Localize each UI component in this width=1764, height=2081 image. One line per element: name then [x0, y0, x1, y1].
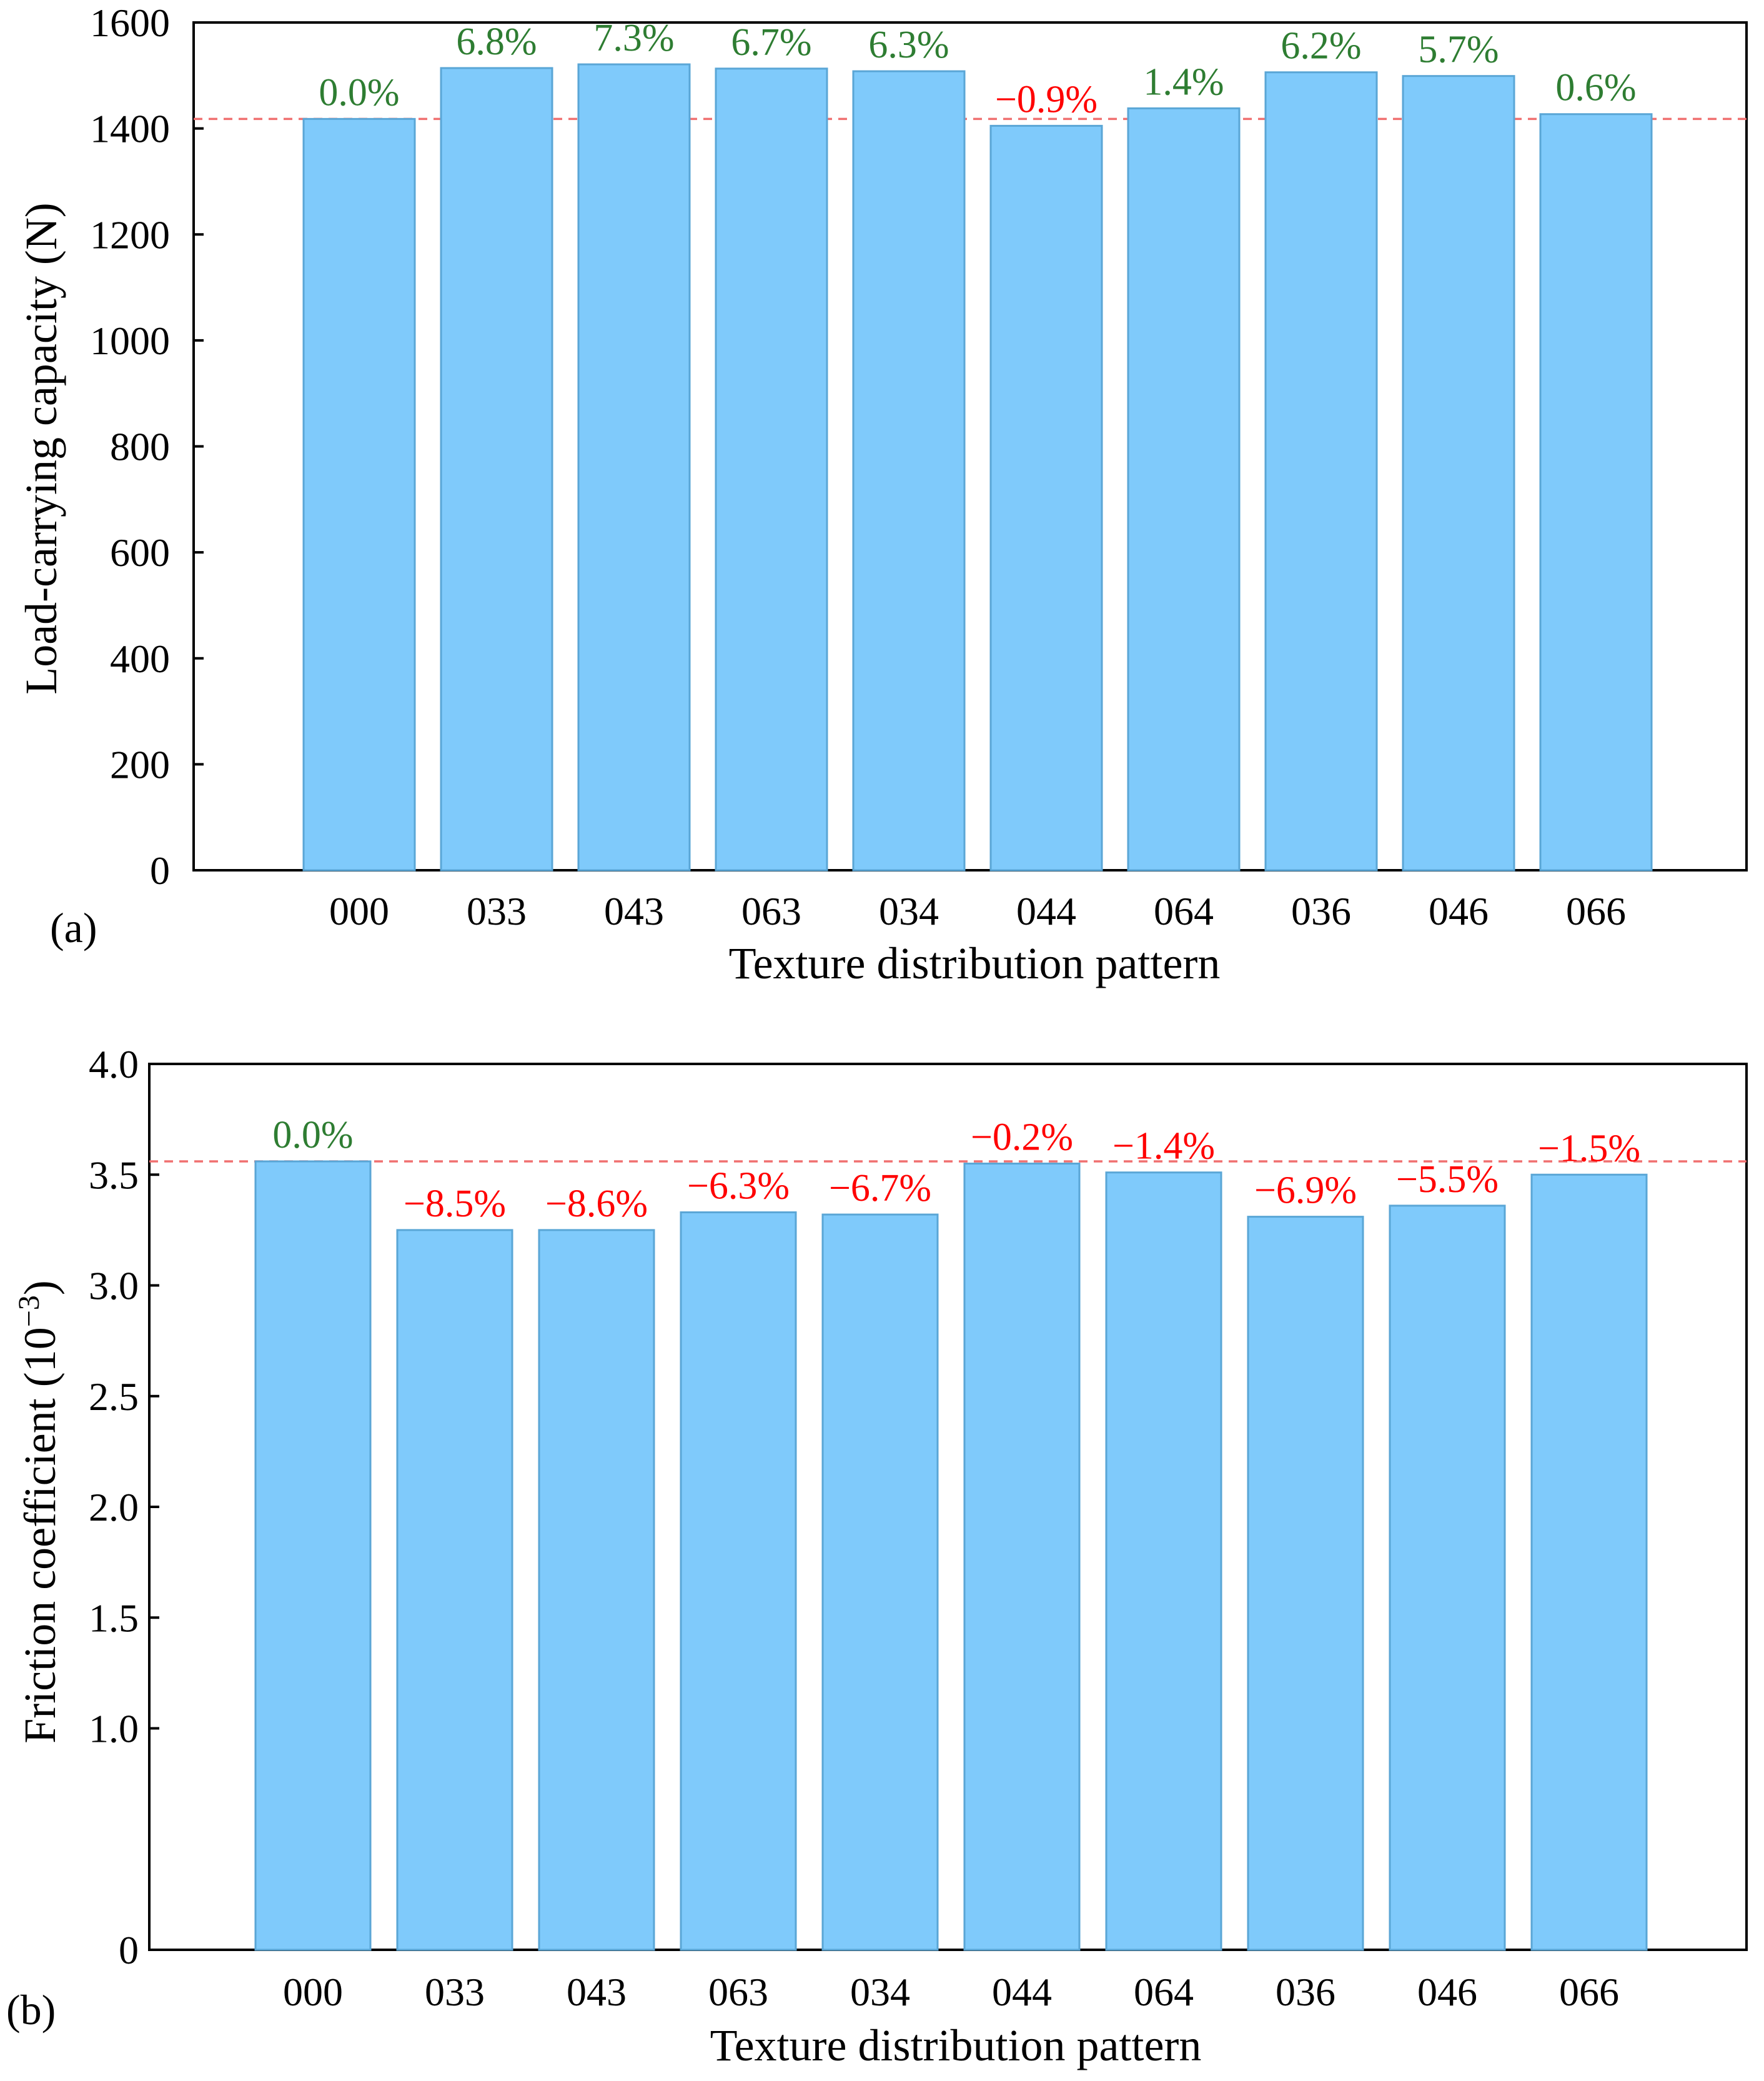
panel-label-a: (a)	[50, 904, 97, 951]
data-label: 7.3%	[593, 17, 674, 59]
x-tick-labels-a: 000 033 043 063 034 044 064 036 046 066	[329, 889, 1626, 933]
data-label: 0.0%	[319, 71, 399, 114]
data-label: 6.7%	[731, 21, 811, 64]
x-axis-title-b: Texture distribution pattern	[710, 2020, 1202, 2070]
y-tick-label: 400	[110, 637, 170, 681]
x-tick-label: 033	[425, 1970, 485, 2014]
x-tick-label: 064	[1154, 889, 1214, 933]
x-tick-label: 043	[567, 1970, 627, 2014]
y-tick-label: 1600	[90, 1, 170, 45]
y-tick-label: 0	[150, 848, 170, 893]
y-tick-label: 200	[110, 742, 170, 787]
y-axis-title-b-main: Friction coefficient (10	[15, 1327, 65, 1743]
x-tick-label: 046	[1429, 889, 1489, 933]
y-tick-label: 800	[110, 425, 170, 469]
data-label: 6.8%	[456, 21, 537, 63]
data-labels-b: 0.0%−8.5% −8.6% −6.3% −6.7%−0.2% −1.4%−6.9% −…	[272, 1114, 1640, 1225]
y-axis-ticks-a: 0 200 400 600 800 1000 1200 1400 1600	[90, 1, 204, 893]
y-tick-label: 3.0	[89, 1264, 139, 1308]
data-label: −6.9%	[1254, 1170, 1357, 1212]
data-label: −1.5%	[1538, 1127, 1640, 1170]
x-tick-label: 034	[850, 1970, 910, 2014]
bar	[538, 1229, 655, 1951]
y-axis-ticks-b: 0 1.0 1.5 2.0 2.5 3.0 3.5 4.0	[89, 1042, 159, 1972]
x-tick-label: 066	[1559, 1970, 1619, 2014]
y-tick-label: 1200	[90, 212, 170, 257]
data-label: −1.4%	[1112, 1125, 1215, 1168]
y-axis-title-b-sup: −3	[12, 1295, 46, 1327]
x-tick-label: 000	[283, 1970, 343, 2014]
x-axis-title-a: Texture distribution pattern	[729, 938, 1221, 988]
x-tick-label: 034	[879, 889, 939, 933]
bar	[680, 1211, 797, 1951]
data-label: −0.2%	[971, 1116, 1073, 1159]
y-tick-label: 1400	[90, 107, 170, 151]
data-label: −6.7%	[829, 1167, 931, 1209]
data-label: 0.6%	[1555, 67, 1636, 109]
y-axis-title-b: Friction coefficient (10−3)	[12, 1280, 65, 1744]
x-tick-label: 044	[1016, 889, 1076, 933]
y-tick-label: 3.5	[89, 1153, 139, 1197]
y-tick-label: 4.0	[89, 1042, 139, 1086]
plot-frame-b	[148, 1063, 1748, 1951]
bar	[715, 67, 828, 872]
x-tick-label: 043	[604, 889, 664, 933]
bar	[1127, 107, 1241, 872]
y-axis-title-a: Load-carrying capacity (N)	[16, 202, 66, 695]
chart-panel-a: 0 200 400 600 800 1000 1200 1400 1600 0.0% 6.8% 7.…	[16, 1, 1748, 988]
data-label: 6.3%	[868, 24, 949, 66]
x-tick-label: 000	[329, 889, 389, 933]
bar	[1389, 1204, 1506, 1951]
x-tick-label: 036	[1291, 889, 1351, 933]
panel-label-b: (b)	[6, 1986, 56, 2034]
y-axis-title-b-end: )	[15, 1280, 65, 1295]
bar	[1247, 1216, 1364, 1951]
bar	[577, 63, 691, 872]
bar	[852, 70, 966, 872]
y-tick-label: 2.0	[89, 1485, 139, 1529]
bars-b	[254, 1160, 1648, 1951]
bar	[396, 1229, 513, 1951]
data-label: −6.3%	[687, 1165, 790, 1208]
bar	[1264, 71, 1378, 872]
x-tick-label: 063	[741, 889, 801, 933]
data-label: 6.2%	[1281, 25, 1361, 67]
x-tick-label: 036	[1276, 1970, 1335, 2014]
data-label: −5.5%	[1396, 1158, 1499, 1201]
x-tick-label: 044	[992, 1970, 1052, 2014]
x-tick-labels-b: 000 033 043 063 034 044 064 036 046 066	[283, 1970, 1619, 2014]
data-label: 1.4%	[1143, 61, 1224, 103]
data-label: −8.6%	[545, 1183, 648, 1225]
x-tick-label: 033	[467, 889, 527, 933]
y-tick-label: 1.0	[89, 1707, 139, 1751]
bar	[1539, 113, 1653, 872]
bar	[1402, 75, 1515, 872]
x-tick-label: 064	[1134, 1970, 1194, 2014]
bar	[1105, 1171, 1222, 1951]
bar	[302, 117, 416, 872]
bar	[254, 1160, 372, 1951]
bar	[963, 1163, 1081, 1951]
x-tick-label: 063	[708, 1970, 768, 2014]
bar	[440, 67, 553, 872]
y-tick-label: 1.5	[89, 1596, 139, 1640]
bar	[1530, 1173, 1648, 1951]
data-label: 5.7%	[1418, 29, 1499, 71]
bar	[989, 124, 1103, 872]
bars-a	[302, 63, 1653, 872]
bar	[821, 1213, 939, 1951]
data-label: 0.0%	[272, 1114, 353, 1156]
chart-panel-b: 0 1.0 1.5 2.0 2.5 3.0 3.5 4.0 0.0% −8.5% −8.6% −6.…	[6, 1042, 1748, 2070]
y-tick-label: 1000	[90, 319, 170, 363]
data-label: −8.5%	[404, 1183, 506, 1225]
data-labels-a: 0.0% 6.8% 7.3% 6.7% 6.3% −0.9% 1.4% 6.2% 5.7% 0.6…	[319, 17, 1636, 121]
y-tick-label: 2.5	[89, 1374, 139, 1419]
x-tick-label: 046	[1417, 1970, 1477, 2014]
x-tick-label: 066	[1566, 889, 1626, 933]
y-tick-label: 600	[110, 530, 170, 575]
y-tick-label: 0	[119, 1928, 139, 1972]
data-label: −0.9%	[995, 78, 1098, 121]
